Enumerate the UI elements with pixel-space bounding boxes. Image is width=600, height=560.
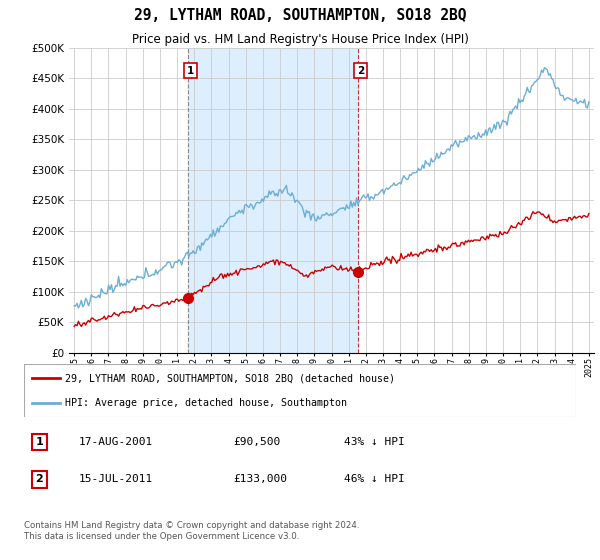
Text: Price paid vs. HM Land Registry's House Price Index (HPI): Price paid vs. HM Land Registry's House …: [131, 33, 469, 46]
Text: HPI: Average price, detached house, Southampton: HPI: Average price, detached house, Sout…: [65, 398, 347, 408]
Bar: [188, 48, 358, 353]
Text: 17-AUG-2001: 17-AUG-2001: [79, 437, 154, 447]
Text: 46% ↓ HPI: 46% ↓ HPI: [344, 474, 405, 484]
Text: 2: 2: [357, 66, 364, 76]
Text: 29, LYTHAM ROAD, SOUTHAMPTON, SO18 2BQ (detached house): 29, LYTHAM ROAD, SOUTHAMPTON, SO18 2BQ (…: [65, 374, 395, 384]
Text: £90,500: £90,500: [234, 437, 281, 447]
Text: 29, LYTHAM ROAD, SOUTHAMPTON, SO18 2BQ: 29, LYTHAM ROAD, SOUTHAMPTON, SO18 2BQ: [134, 8, 466, 23]
FancyBboxPatch shape: [24, 364, 576, 417]
Text: 1: 1: [187, 66, 194, 76]
Text: 43% ↓ HPI: 43% ↓ HPI: [344, 437, 405, 447]
Text: 2: 2: [35, 474, 43, 484]
Text: £133,000: £133,000: [234, 474, 288, 484]
Text: Contains HM Land Registry data © Crown copyright and database right 2024.
This d: Contains HM Land Registry data © Crown c…: [24, 521, 359, 541]
Text: 1: 1: [35, 437, 43, 447]
Text: 15-JUL-2011: 15-JUL-2011: [79, 474, 154, 484]
